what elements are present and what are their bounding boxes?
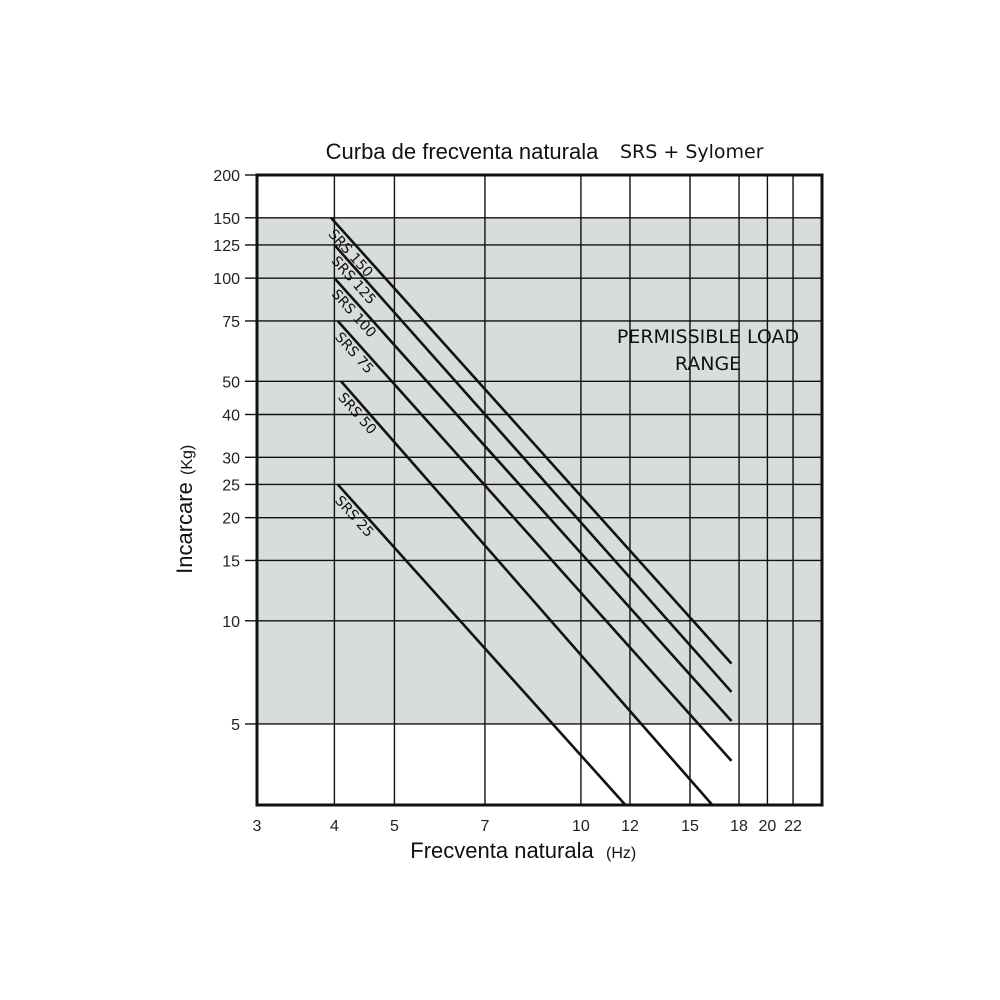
y-tick-label: 75: [222, 314, 240, 331]
x-axis-label: Frecventa naturala: [410, 838, 594, 863]
y-tick-label: 25: [222, 477, 240, 494]
x-tick-label: 7: [481, 818, 490, 835]
x-tick-label: 22: [784, 818, 802, 835]
x-tick-label: 3: [253, 818, 262, 835]
y-tick-labels: 5 10 15 20 25 30 40 50 75 100 125 150 200: [213, 168, 240, 734]
series-line: [330, 216, 733, 665]
y-tick-label: 10: [222, 614, 240, 631]
y-axis-unit: (Kg): [179, 445, 196, 475]
y-tick-label: 150: [213, 211, 240, 228]
permissible-load-region: [257, 217, 822, 724]
y-tick-label: 20: [222, 511, 240, 528]
chart-subtitle: SRS + Sylomer: [620, 141, 764, 163]
y-tick-label: 125: [213, 238, 240, 255]
x-tick-label: 5: [390, 818, 399, 835]
x-tick-label: 20: [759, 818, 777, 835]
region-label-line-2: RANGE: [675, 353, 741, 375]
x-tick-label: 4: [330, 818, 339, 835]
series-line: [333, 244, 733, 693]
series-line: [336, 320, 733, 762]
y-tick-label: 50: [222, 374, 240, 391]
y-tick-label: 40: [222, 407, 240, 424]
plot-frame: [255, 173, 824, 807]
grid-lines: [245, 174, 822, 805]
series-line: [336, 483, 627, 806]
y-tick-label: 15: [222, 553, 240, 570]
series-line: [340, 380, 714, 806]
chart-title: Curba de frecventa naturala: [326, 139, 599, 164]
y-axis-label: Incarcare: [172, 482, 197, 574]
x-tick-label: 15: [681, 818, 699, 835]
y-tick-label: 200: [213, 168, 240, 185]
y-tick-label: 5: [231, 717, 240, 734]
series-line: [333, 277, 733, 722]
x-tick-labels: 3 4 5 7 10 12 15 18 20 22: [253, 818, 802, 835]
x-axis-unit: (Hz): [606, 845, 636, 862]
x-tick-label: 18: [730, 818, 748, 835]
x-tick-label: 10: [572, 818, 590, 835]
region-label-line-1: PERMISSIBLE LOAD: [617, 326, 799, 348]
x-tick-label: 12: [621, 818, 639, 835]
y-tick-label: 100: [213, 271, 240, 288]
y-tick-label: 30: [222, 450, 240, 467]
